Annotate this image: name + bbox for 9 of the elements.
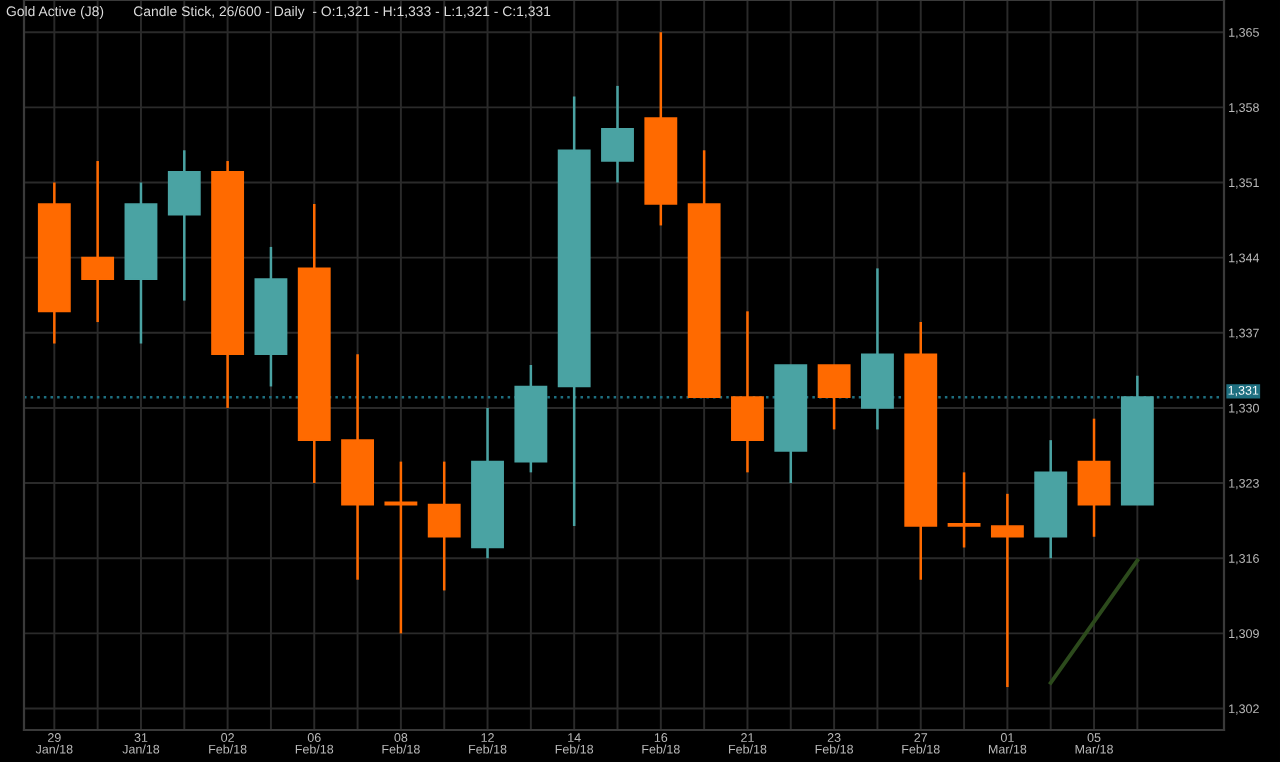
- candlestick: [1077, 417, 1111, 539]
- candlestick: [990, 492, 1024, 689]
- candlestick: [817, 363, 851, 431]
- candlestick: [947, 471, 981, 549]
- candlestick: [427, 460, 461, 592]
- candlestick: [81, 159, 115, 324]
- candlestick: [167, 149, 201, 302]
- candlestick: [731, 310, 764, 474]
- candlestick: [601, 84, 634, 184]
